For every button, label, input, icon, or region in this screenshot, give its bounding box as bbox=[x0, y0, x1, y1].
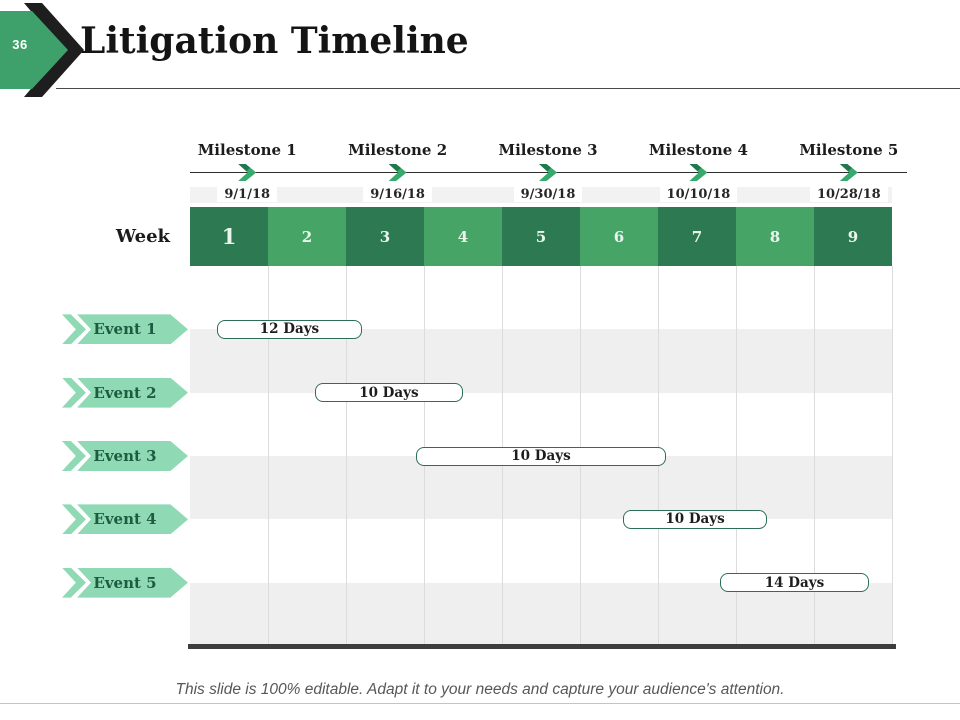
week-cell: 8 bbox=[736, 207, 814, 266]
event-name: Event 4 bbox=[93, 510, 157, 529]
milestone-labels-row: Milestone 1 Milestone 2 Milestone 3 Milesto… bbox=[172, 141, 924, 159]
row-band bbox=[190, 456, 892, 520]
milestone-marker-cell bbox=[473, 164, 623, 181]
week-cell: 9 bbox=[814, 207, 892, 266]
milestone-date: 9/30/18 bbox=[513, 187, 583, 202]
event-duration-bar: 10 Days bbox=[314, 383, 463, 403]
row-band bbox=[190, 266, 892, 330]
milestone-date-cell: 10/10/18 bbox=[623, 185, 773, 203]
week-cell: 3 bbox=[346, 207, 424, 266]
bottom-separator bbox=[0, 703, 960, 704]
milestone-label: Milestone 3 bbox=[498, 141, 598, 159]
chevron-right-icon bbox=[238, 164, 257, 181]
footer-note: This slide is 100% editable. Adapt it to… bbox=[175, 681, 785, 698]
week-axis-label: Week bbox=[115, 226, 170, 247]
week-gridline bbox=[267, 266, 269, 646]
milestone-label: Milestone 2 bbox=[348, 141, 448, 159]
week-cell: 1 bbox=[190, 207, 268, 266]
event-labels-column: Event 1 Event 2 Event 3 Event 4 Event 5 bbox=[62, 266, 188, 646]
event-duration-bar: 12 Days bbox=[217, 319, 362, 339]
week-cell: 6 bbox=[580, 207, 658, 266]
event-label-ribbon: Event 3 bbox=[62, 441, 188, 471]
page-title: Litigation Timeline bbox=[80, 20, 469, 62]
milestone-date: 9/1/18 bbox=[217, 187, 278, 202]
title-separator bbox=[56, 88, 960, 89]
event-name: Event 1 bbox=[93, 320, 157, 339]
milestone-date: 9/16/18 bbox=[363, 187, 432, 202]
chevron-right-icon bbox=[839, 164, 858, 181]
milestone-markers-row bbox=[172, 164, 924, 181]
milestone-label: Milestone 5 bbox=[799, 141, 899, 159]
milestone-label: Milestone 4 bbox=[648, 141, 748, 159]
row-band bbox=[190, 519, 892, 583]
chart-bottom-axis bbox=[188, 644, 896, 649]
gantt-chart-area: 12 Days 10 Days 10 Days 10 Days 14 Days bbox=[190, 266, 893, 646]
week-gridline bbox=[813, 266, 815, 646]
event-name: Event 5 bbox=[93, 573, 157, 592]
milestone-marker-cell bbox=[774, 164, 924, 181]
week-cell: 4 bbox=[424, 207, 502, 266]
row-band bbox=[190, 329, 892, 393]
milestone-marker-cell bbox=[322, 164, 472, 181]
ribbon-banner-shape bbox=[77, 314, 188, 345]
event-name: Event 2 bbox=[93, 383, 157, 402]
event-duration-bar: 10 Days bbox=[622, 509, 768, 529]
milestone-date: 10/10/18 bbox=[659, 187, 738, 202]
milestone-dates-row: 9/1/18 9/16/18 9/30/18 10/10/18 10/28/18 bbox=[172, 185, 924, 203]
milestone-marker-cell bbox=[623, 164, 773, 181]
event-duration-bar: 10 Days bbox=[416, 446, 666, 466]
week-gridline bbox=[892, 266, 893, 646]
slide-number: 36 bbox=[12, 37, 28, 52]
slide-number-arrow-icon bbox=[0, 3, 84, 97]
milestone-date-cell: 10/28/18 bbox=[774, 185, 924, 203]
event-label-ribbon: Event 1 bbox=[62, 314, 188, 345]
milestone-date-cell: 9/30/18 bbox=[473, 185, 623, 203]
event-label-ribbon: Event 2 bbox=[62, 377, 188, 408]
event-label-ribbon: Event 4 bbox=[62, 504, 188, 535]
week-cell: 7 bbox=[658, 207, 736, 266]
week-cell: 2 bbox=[268, 207, 346, 266]
milestone-date: 10/28/18 bbox=[809, 187, 888, 202]
ribbon-banner-shape bbox=[77, 504, 188, 535]
ribbon-banner-shape bbox=[77, 441, 188, 471]
event-name: Event 3 bbox=[93, 447, 157, 465]
week-gridline bbox=[736, 266, 737, 646]
row-band bbox=[190, 392, 892, 456]
row-band bbox=[190, 582, 892, 646]
chevron-right-icon bbox=[689, 164, 708, 181]
event-duration-bar: 14 Days bbox=[720, 573, 869, 593]
ribbon-banner-shape bbox=[77, 567, 188, 598]
week-gridline bbox=[345, 266, 347, 646]
week-cell: 5 bbox=[502, 207, 580, 266]
event-label-ribbon: Event 5 bbox=[62, 567, 188, 598]
ribbon-banner-shape bbox=[77, 377, 188, 408]
milestone-date-cell: 9/16/18 bbox=[322, 185, 472, 203]
milestone-label: Milestone 1 bbox=[197, 141, 297, 159]
milestone-marker-cell bbox=[172, 164, 322, 181]
milestone-date-cell: 9/1/18 bbox=[172, 185, 322, 203]
chevron-right-icon bbox=[388, 164, 407, 181]
chevron-right-icon bbox=[539, 164, 558, 181]
